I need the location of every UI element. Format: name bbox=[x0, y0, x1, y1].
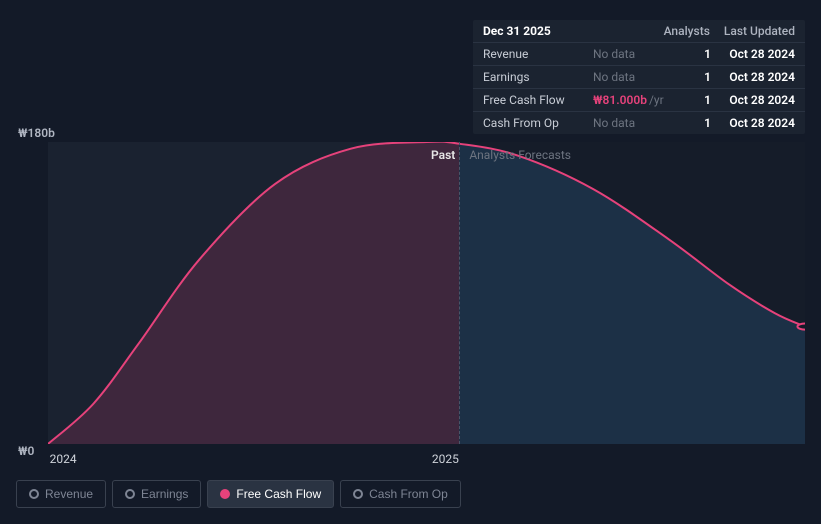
tooltip-row-label: Revenue bbox=[483, 47, 593, 61]
data-tooltip: Dec 31 2025 Analysts Last Updated Revenu… bbox=[473, 20, 805, 134]
chart-period-tabs: Past Analysts Forecasts bbox=[431, 148, 571, 162]
legend-label: Earnings bbox=[141, 487, 188, 501]
chart-svg bbox=[48, 142, 805, 444]
legend-label: Free Cash Flow bbox=[236, 487, 321, 501]
x-tick-label: 2024 bbox=[50, 452, 77, 466]
tooltip-row: Free Cash Flow₩81.000b/yr1Oct 28 2024 bbox=[473, 89, 805, 112]
col-lastupdated: Last Updated bbox=[724, 24, 795, 38]
legend-dot-icon bbox=[220, 489, 230, 499]
legend-btn-cfo[interactable]: Cash From Op bbox=[340, 480, 461, 508]
y-axis-top: ₩180b bbox=[18, 126, 55, 140]
tooltip-row: RevenueNo data1Oct 28 2024 bbox=[473, 43, 805, 66]
x-tick-label: 2025 bbox=[432, 452, 459, 466]
tooltip-date: Dec 31 2025 bbox=[483, 24, 551, 38]
tooltip-row-date: Oct 28 2024 bbox=[711, 47, 795, 61]
legend-btn-earnings[interactable]: Earnings bbox=[112, 480, 201, 508]
chart-container: ₩180b ₩0 Past Analysts Forecasts 2024 202… bbox=[16, 120, 805, 464]
past-future-divider bbox=[459, 142, 460, 444]
y-axis-bottom: ₩0 bbox=[18, 444, 34, 458]
plot-area[interactable]: Past Analysts Forecasts bbox=[48, 142, 805, 444]
tooltip-row-date: Oct 28 2024 bbox=[711, 70, 795, 84]
tooltip-row-value: ₩81.000b/yr bbox=[593, 93, 681, 107]
tooltip-row-value: No data bbox=[593, 70, 681, 84]
legend-label: Revenue bbox=[45, 487, 93, 501]
tooltip-row-analysts: 1 bbox=[681, 93, 711, 107]
tab-past[interactable]: Past bbox=[431, 148, 455, 162]
tab-forecast[interactable]: Analysts Forecasts bbox=[469, 148, 571, 162]
legend-btn-revenue[interactable]: Revenue bbox=[16, 480, 106, 508]
tooltip-row-value: No data bbox=[593, 47, 681, 61]
tooltip-row-label: Free Cash Flow bbox=[483, 93, 593, 107]
legend-buttons: Revenue Earnings Free Cash Flow Cash From O… bbox=[16, 480, 461, 508]
tooltip-row-analysts: 1 bbox=[681, 70, 711, 84]
col-analysts: Analysts bbox=[664, 24, 710, 38]
legend-dot-icon bbox=[353, 489, 363, 499]
tooltip-row-analysts: 1 bbox=[681, 47, 711, 61]
legend-label: Cash From Op bbox=[369, 487, 448, 501]
legend-dot-icon bbox=[29, 489, 39, 499]
legend-btn-fcf[interactable]: Free Cash Flow bbox=[207, 480, 334, 508]
tooltip-row-label: Earnings bbox=[483, 70, 593, 84]
legend-dot-icon bbox=[125, 489, 135, 499]
x-axis-labels: 2024 2025 bbox=[48, 452, 805, 468]
tooltip-row-date: Oct 28 2024 bbox=[711, 93, 795, 107]
tooltip-row: EarningsNo data1Oct 28 2024 bbox=[473, 66, 805, 89]
tooltip-header: Dec 31 2025 Analysts Last Updated bbox=[473, 20, 805, 43]
